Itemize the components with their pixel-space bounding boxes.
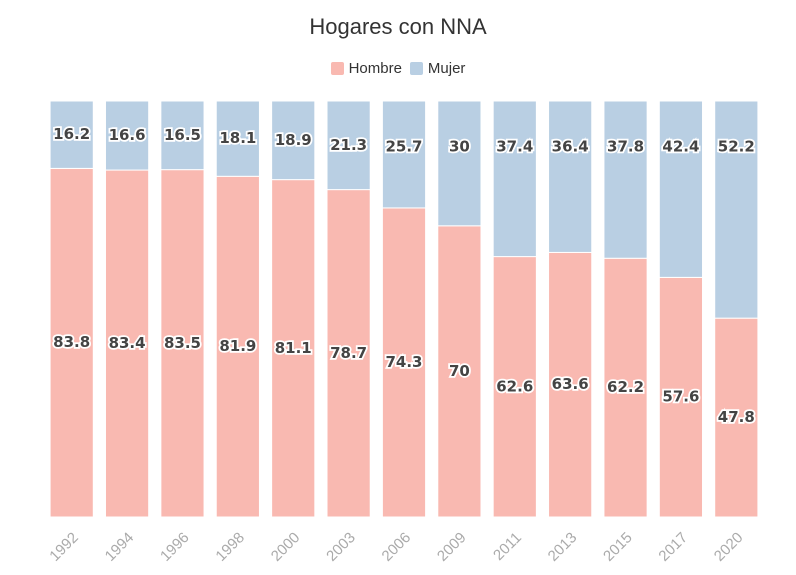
bar-mujer-1996[interactable] — [160, 100, 205, 171]
x-tick-label-1996: 1996 — [157, 529, 193, 565]
legend-swatch-mujer — [409, 62, 423, 75]
data-label-mujer-2013: 36.4 — [552, 138, 589, 156]
data-label-hombre-2020: 47.8 — [718, 408, 755, 426]
data-label-mujer-2015: 37.8 — [607, 138, 644, 156]
data-label-hombre-2003: 78.7 — [330, 344, 367, 362]
bar-mujer-2020[interactable] — [714, 100, 759, 319]
bar-hombre-2000[interactable] — [271, 179, 316, 518]
x-tick-label-2003: 2003 — [323, 529, 359, 565]
legend-swatch-hombre — [330, 62, 344, 75]
data-label-mujer-2003: 21.3 — [330, 136, 367, 154]
data-label-hombre-2013: 63.6 — [552, 375, 589, 393]
data-label-mujer-2017: 42.4 — [662, 138, 699, 156]
x-tick-label-2017: 2017 — [655, 529, 691, 565]
x-tick-label-2020: 2020 — [711, 529, 747, 565]
bar-hombre-2015[interactable] — [603, 257, 648, 518]
data-label-mujer-1998: 18.1 — [219, 129, 256, 147]
bar-hombre-2009[interactable] — [437, 225, 482, 518]
data-label-hombre-2011: 62.6 — [496, 377, 533, 395]
data-label-hombre-2009: 70 — [449, 362, 470, 380]
x-tick-label-2013: 2013 — [545, 529, 581, 565]
x-tick-label-2011: 2011 — [490, 529, 525, 564]
data-label-hombre-2006: 74.3 — [385, 353, 422, 371]
bar-hombre-2003[interactable] — [326, 189, 371, 518]
data-label-hombre-1994: 83.4 — [109, 334, 146, 352]
legend-item-mujer[interactable]: Mujer — [409, 60, 466, 77]
legend: Hombre Mujer — [0, 60, 796, 77]
bar-hombre-1998[interactable] — [215, 175, 260, 518]
data-label-hombre-2017: 57.6 — [662, 388, 699, 406]
data-label-hombre-2000: 81.1 — [275, 339, 312, 357]
bar-mujer-2013[interactable] — [548, 100, 593, 253]
data-label-hombre-2015: 62.2 — [607, 378, 644, 396]
bar-hombre-2017[interactable] — [658, 276, 704, 518]
bar-mujer-1994[interactable] — [104, 100, 150, 171]
x-tick-label-2015: 2015 — [600, 529, 636, 565]
legend-label-hombre: Hombre — [348, 60, 402, 77]
bar-mujer-2000[interactable] — [271, 100, 316, 181]
bar-hombre-2020[interactable] — [714, 317, 759, 518]
data-label-mujer-2020: 52.2 — [718, 138, 755, 156]
data-label-mujer-2009: 30 — [449, 138, 470, 156]
data-label-hombre-1998: 81.9 — [219, 337, 256, 355]
bar-hombre-2013[interactable] — [548, 251, 593, 518]
data-label-mujer-1994: 16.6 — [109, 126, 146, 144]
x-tick-label-1992: 1992 — [46, 529, 82, 565]
legend-label-mujer: Mujer — [427, 60, 466, 77]
data-label-hombre-1992: 83.8 — [53, 333, 90, 351]
chart-title: Hogares con NNA — [309, 14, 487, 39]
bar-mujer-2003[interactable] — [326, 100, 371, 191]
data-label-mujer-2000: 18.9 — [275, 131, 312, 149]
bar-hombre-2006[interactable] — [381, 207, 427, 518]
data-label-hombre-1996: 83.5 — [164, 334, 201, 352]
bar-hombre-2011[interactable] — [492, 256, 537, 518]
data-label-mujer-2011: 37.4 — [496, 138, 533, 156]
bar-mujer-2017[interactable] — [658, 100, 704, 278]
x-tick-label-2000: 2000 — [268, 529, 304, 565]
bar-mujer-2006[interactable] — [381, 100, 427, 209]
bar-mujer-2011[interactable] — [492, 100, 537, 258]
bar-mujer-1992[interactable] — [49, 100, 94, 169]
data-label-mujer-1996: 16.5 — [164, 126, 201, 144]
bar-mujer-2009[interactable] — [437, 100, 482, 227]
bar-hombre-1996[interactable] — [160, 169, 205, 518]
x-tick-label-2006: 2006 — [379, 529, 415, 565]
bar-hombre-1994[interactable] — [104, 169, 150, 518]
bar-mujer-2015[interactable] — [603, 100, 648, 259]
data-label-mujer-1992: 16.2 — [53, 125, 90, 143]
legend-item-hombre[interactable]: Hombre — [330, 60, 402, 77]
x-tick-label-2009: 2009 — [434, 529, 470, 565]
data-label-mujer-2006: 25.7 — [385, 138, 422, 156]
bar-mujer-1998[interactable] — [215, 100, 260, 177]
x-tick-label-1998: 1998 — [212, 529, 248, 565]
x-tick-label-1994: 1994 — [102, 529, 138, 565]
